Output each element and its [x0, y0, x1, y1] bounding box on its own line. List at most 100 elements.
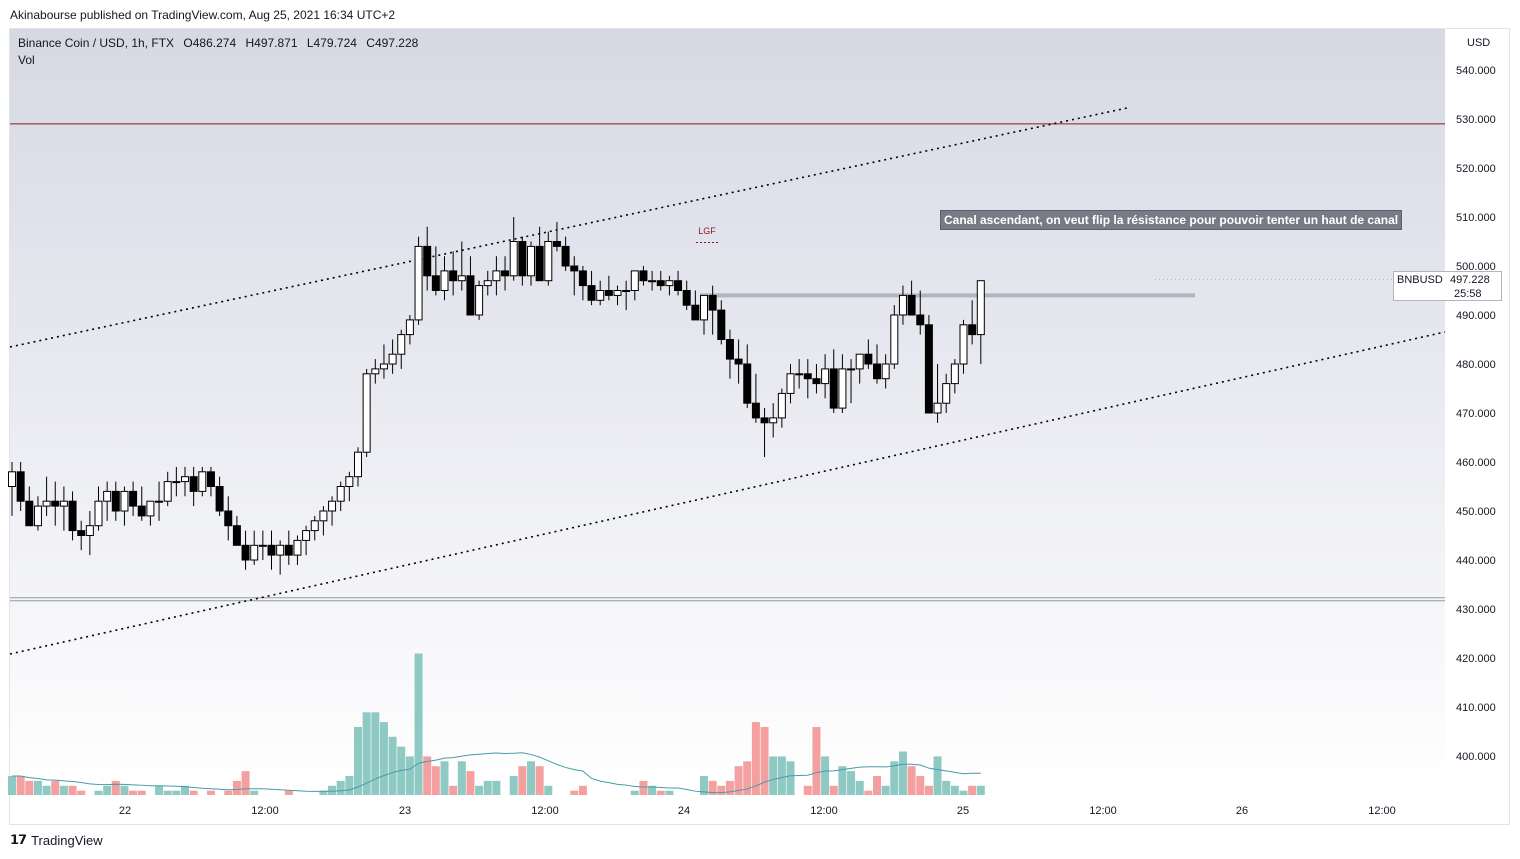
- candle-body[interactable]: [379, 363, 388, 370]
- candle-body[interactable]: [224, 510, 233, 527]
- flip-level-zone[interactable]: [700, 293, 1195, 298]
- candle-body[interactable]: [77, 530, 86, 536]
- candle-body[interactable]: [933, 402, 942, 414]
- candle-body[interactable]: [457, 275, 466, 282]
- candle-body[interactable]: [397, 334, 406, 355]
- candle-body[interactable]: [371, 368, 380, 375]
- candle-body[interactable]: [587, 285, 596, 301]
- candle-body[interactable]: [838, 368, 847, 409]
- candle-body[interactable]: [388, 353, 397, 365]
- candle-body[interactable]: [873, 363, 881, 380]
- footer-brand[interactable]: 𝟭𝟳 TradingView: [10, 832, 103, 848]
- candle-body[interactable]: [976, 280, 985, 336]
- candle-body[interactable]: [648, 280, 657, 283]
- candle-body[interactable]: [345, 476, 354, 488]
- candle-body[interactable]: [751, 402, 760, 419]
- candle-body[interactable]: [604, 290, 613, 296]
- candle-body[interactable]: [250, 544, 259, 561]
- candle-body[interactable]: [172, 481, 181, 484]
- candle-body[interactable]: [85, 525, 94, 537]
- candle-body[interactable]: [769, 417, 778, 424]
- candle-body[interactable]: [527, 245, 535, 277]
- candle-body[interactable]: [907, 294, 916, 316]
- candle-body[interactable]: [570, 265, 579, 272]
- candle-body[interactable]: [639, 270, 648, 282]
- candle-body[interactable]: [656, 280, 665, 287]
- candle-body[interactable]: [137, 505, 146, 517]
- candle-body[interactable]: [258, 544, 267, 547]
- candle-body[interactable]: [215, 486, 224, 512]
- candle-body[interactable]: [267, 544, 276, 556]
- candle-body[interactable]: [855, 353, 864, 370]
- candle-body[interactable]: [423, 245, 432, 277]
- candle-body[interactable]: [206, 471, 215, 487]
- candle-body[interactable]: [734, 358, 743, 365]
- candle-body[interactable]: [466, 275, 475, 316]
- candle-body[interactable]: [803, 373, 812, 380]
- candle-body[interactable]: [881, 363, 890, 380]
- candle-body[interactable]: [665, 280, 674, 287]
- candle-body[interactable]: [552, 241, 561, 247]
- candle-body[interactable]: [449, 270, 458, 282]
- candle-body[interactable]: [691, 304, 700, 321]
- candle-body[interactable]: [146, 500, 155, 517]
- candle-body[interactable]: [596, 290, 605, 301]
- candle-body[interactable]: [284, 544, 293, 556]
- candle-body[interactable]: [717, 309, 726, 341]
- candle-body[interactable]: [25, 500, 34, 527]
- candle-body[interactable]: [276, 544, 285, 556]
- candle-body[interactable]: [864, 353, 873, 365]
- candle-body[interactable]: [898, 294, 907, 316]
- candle-body[interactable]: [942, 383, 951, 404]
- candle-body[interactable]: [354, 451, 362, 478]
- candle-body[interactable]: [622, 290, 631, 292]
- candle-body[interactable]: [293, 539, 302, 556]
- candle-body[interactable]: [544, 241, 553, 282]
- candle-body[interactable]: [42, 500, 51, 507]
- candle-body[interactable]: [700, 294, 708, 321]
- candle-body[interactable]: [241, 544, 250, 561]
- candle-body[interactable]: [760, 417, 769, 424]
- candle-body[interactable]: [319, 510, 328, 522]
- candle-body[interactable]: [743, 363, 752, 404]
- candle-body[interactable]: [483, 280, 492, 287]
- candle-body[interactable]: [33, 505, 42, 527]
- candle-body[interactable]: [310, 520, 319, 532]
- candle-body[interactable]: [501, 270, 510, 277]
- candle-body[interactable]: [16, 471, 25, 502]
- candle-body[interactable]: [821, 368, 830, 385]
- candle-body[interactable]: [94, 500, 103, 527]
- candle-body[interactable]: [8, 471, 16, 487]
- candle-body[interactable]: [155, 500, 164, 503]
- candle-body[interactable]: [431, 275, 440, 291]
- candle-body[interactable]: [916, 314, 925, 326]
- candle-body[interactable]: [405, 319, 414, 336]
- candle-body[interactable]: [198, 471, 207, 492]
- candle-body[interactable]: [492, 270, 501, 282]
- symbol-title[interactable]: Binance Coin / USD, 1h, FTX: [18, 36, 175, 50]
- candle-body[interactable]: [777, 392, 786, 419]
- candle-body[interactable]: [336, 486, 345, 502]
- candle-body[interactable]: [786, 373, 795, 394]
- candle-body[interactable]: [232, 525, 241, 546]
- candle-body[interactable]: [535, 245, 544, 282]
- candle-body[interactable]: [561, 245, 570, 267]
- candle-body[interactable]: [795, 373, 804, 376]
- candle-body[interactable]: [163, 481, 172, 502]
- volume-legend[interactable]: Vol: [18, 53, 35, 67]
- candle-body[interactable]: [950, 363, 959, 385]
- candle-body[interactable]: [924, 324, 933, 414]
- candle-body[interactable]: [968, 324, 977, 336]
- candle-body[interactable]: [812, 378, 821, 385]
- candle-body[interactable]: [829, 368, 838, 409]
- candle-body[interactable]: [509, 241, 518, 277]
- candle-body[interactable]: [959, 324, 968, 365]
- candle-body[interactable]: [475, 285, 484, 316]
- candle-body[interactable]: [111, 490, 120, 512]
- annotation-label[interactable]: Canal ascendant, on veut flip la résista…: [940, 210, 1403, 230]
- candle-body[interactable]: [682, 290, 691, 306]
- candle-body[interactable]: [630, 270, 639, 291]
- candle-body[interactable]: [578, 270, 587, 287]
- candle-body[interactable]: [674, 280, 683, 292]
